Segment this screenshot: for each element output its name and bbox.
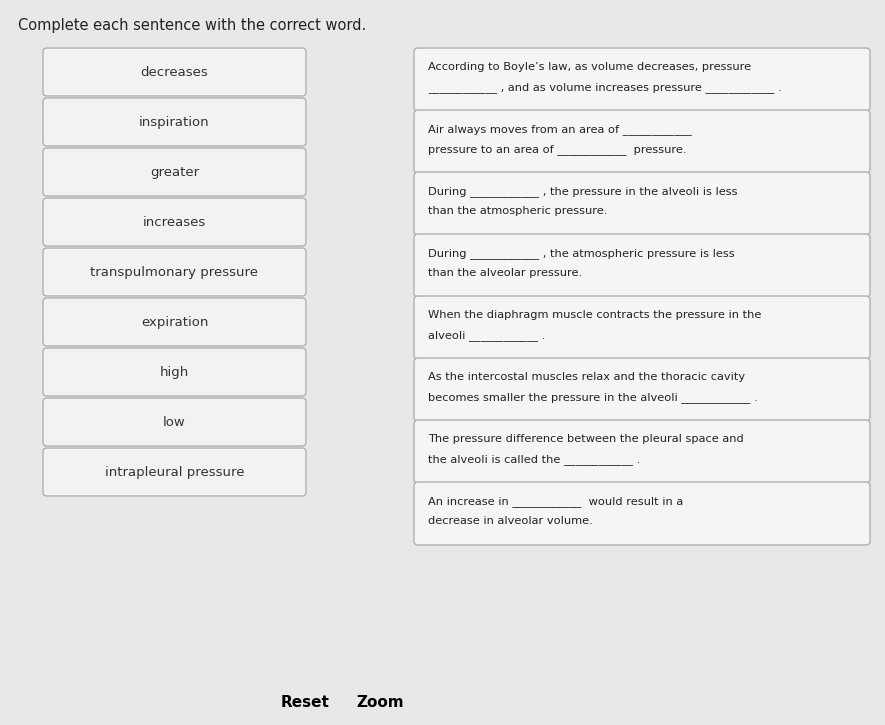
FancyBboxPatch shape [414,172,870,235]
Text: decrease in alveolar volume.: decrease in alveolar volume. [428,516,593,526]
Text: ____________ , and as volume increases pressure ____________ .: ____________ , and as volume increases p… [428,82,781,93]
FancyBboxPatch shape [43,448,306,496]
Text: greater: greater [150,165,199,178]
Text: transpulmonary pressure: transpulmonary pressure [90,265,258,278]
FancyBboxPatch shape [43,398,306,446]
FancyBboxPatch shape [414,358,870,421]
FancyBboxPatch shape [43,348,306,396]
Text: Zoom: Zoom [356,695,404,710]
FancyBboxPatch shape [43,298,306,346]
Text: low: low [163,415,186,428]
Text: the alveoli is called the ____________ .: the alveoli is called the ____________ . [428,454,640,465]
Text: becomes smaller the pressure in the alveoli ____________ .: becomes smaller the pressure in the alve… [428,392,758,403]
Text: expiration: expiration [141,315,208,328]
FancyBboxPatch shape [43,48,306,96]
Text: decreases: decreases [141,65,208,78]
Text: According to Boyle’s law, as volume decreases, pressure: According to Boyle’s law, as volume decr… [428,62,751,72]
FancyBboxPatch shape [414,234,870,297]
FancyBboxPatch shape [414,110,870,173]
Text: Reset: Reset [281,695,329,710]
Text: During ____________ , the pressure in the alveoli is less: During ____________ , the pressure in th… [428,186,737,197]
FancyBboxPatch shape [414,48,870,111]
Text: inspiration: inspiration [139,115,210,128]
Text: An increase in ____________  would result in a: An increase in ____________ would result… [428,496,683,507]
Text: Air always moves from an area of ____________: Air always moves from an area of _______… [428,124,692,135]
Text: high: high [160,365,189,378]
FancyBboxPatch shape [43,248,306,296]
FancyBboxPatch shape [43,98,306,146]
FancyBboxPatch shape [43,198,306,246]
FancyBboxPatch shape [43,148,306,196]
FancyBboxPatch shape [414,482,870,545]
Text: The pressure difference between the pleural space and: The pressure difference between the pleu… [428,434,743,444]
Text: intrapleural pressure: intrapleural pressure [104,465,244,478]
Text: than the alveolar pressure.: than the alveolar pressure. [428,268,582,278]
Text: pressure to an area of ____________  pressure.: pressure to an area of ____________ pres… [428,144,687,155]
Text: alveoli ____________ .: alveoli ____________ . [428,330,545,341]
FancyBboxPatch shape [414,296,870,359]
Text: As the intercostal muscles relax and the thoracic cavity: As the intercostal muscles relax and the… [428,372,745,382]
Text: During ____________ , the atmospheric pressure is less: During ____________ , the atmospheric pr… [428,248,735,259]
Text: Complete each sentence with the correct word.: Complete each sentence with the correct … [18,18,366,33]
Text: than the atmospheric pressure.: than the atmospheric pressure. [428,206,607,216]
Text: increases: increases [142,215,206,228]
Text: When the diaphragm muscle contracts the pressure in the: When the diaphragm muscle contracts the … [428,310,761,320]
FancyBboxPatch shape [414,420,870,483]
